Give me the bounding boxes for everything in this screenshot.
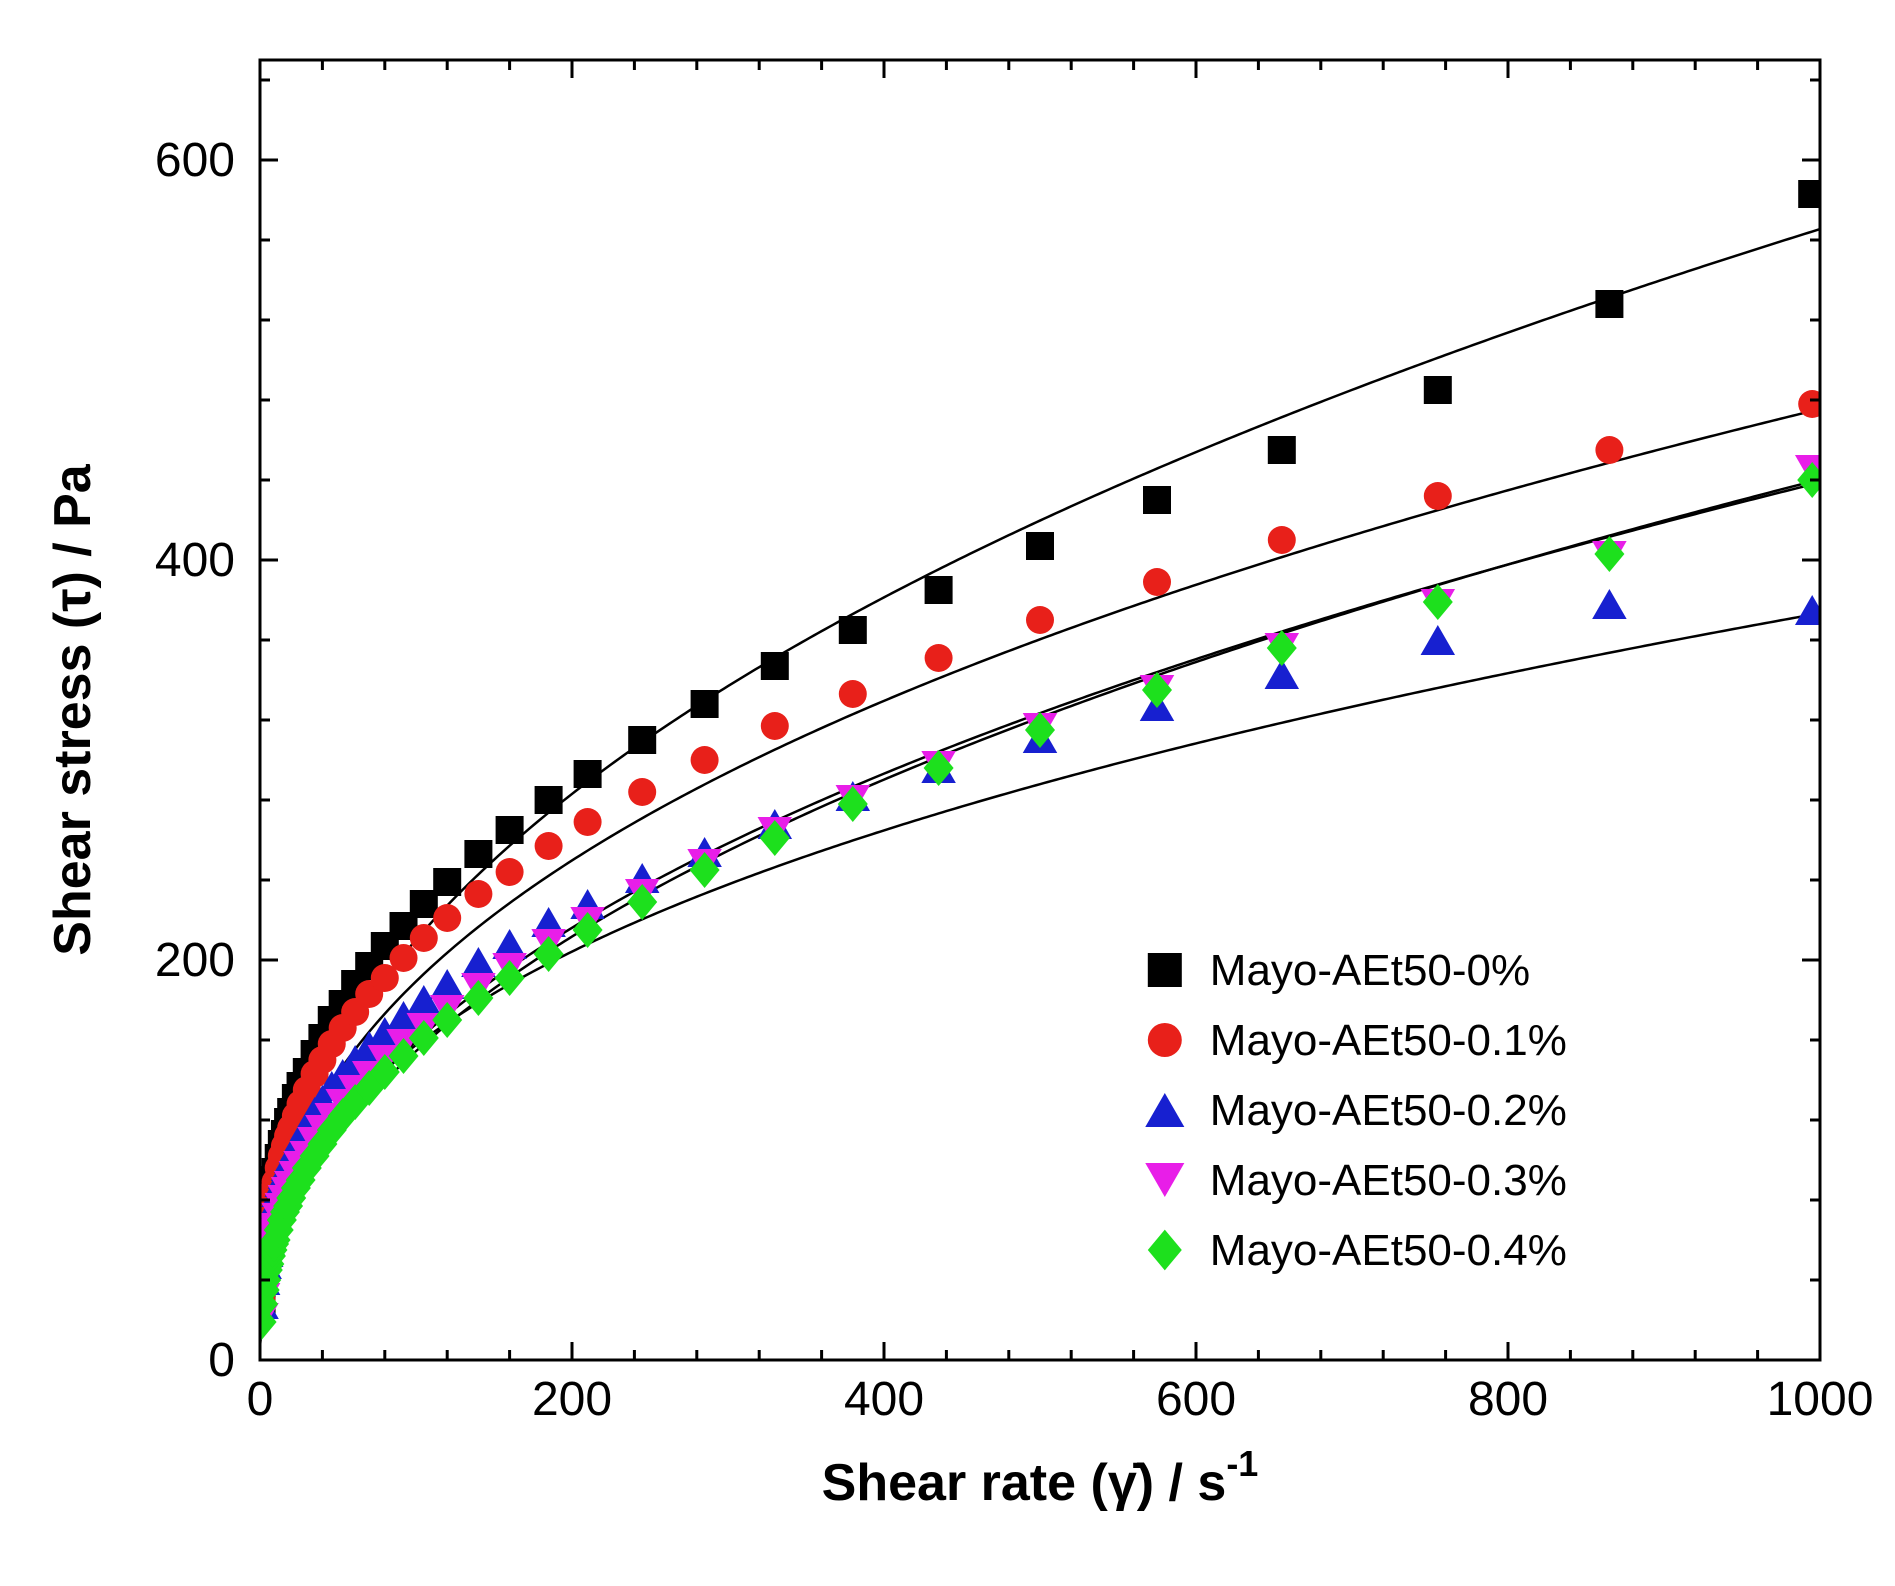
x-tick-label: 600 [1156, 1373, 1236, 1426]
x-tick-label: 1000 [1767, 1373, 1874, 1426]
x-tick-label: 200 [532, 1373, 612, 1426]
y-tick-label: 200 [155, 934, 235, 987]
chart-container: { "chart": { "type": "scatter+line", "wi… [0, 0, 1895, 1586]
legend-label-s4: Mayo-AEt50-0.4% [1210, 1226, 1567, 1275]
y-axis-label: Shear stress (τ) / Pa [44, 463, 102, 956]
x-tick-label: 400 [844, 1373, 924, 1426]
legend-label-s0: Mayo-AEt50-0% [1210, 946, 1530, 995]
legend-label-s3: Mayo-AEt50-0.3% [1210, 1156, 1567, 1205]
y-tick-label: 400 [155, 534, 235, 587]
flow-curve-chart: 0 200 400 600 800 1000 0 200 400 600 Shear rate (γ… [0, 0, 1895, 1586]
x-tick-label: 800 [1468, 1373, 1548, 1426]
y-tick-label: 600 [155, 134, 235, 187]
legend-label-s1: Mayo-AEt50-0.1% [1210, 1016, 1567, 1065]
legend-label-s2: Mayo-AEt50-0.2% [1210, 1086, 1567, 1135]
x-tick-label: 0 [247, 1373, 274, 1426]
x-axis-label: Shear rate (γ̇) / s-1 [822, 1443, 1259, 1512]
y-tick-label: 0 [208, 1334, 235, 1387]
